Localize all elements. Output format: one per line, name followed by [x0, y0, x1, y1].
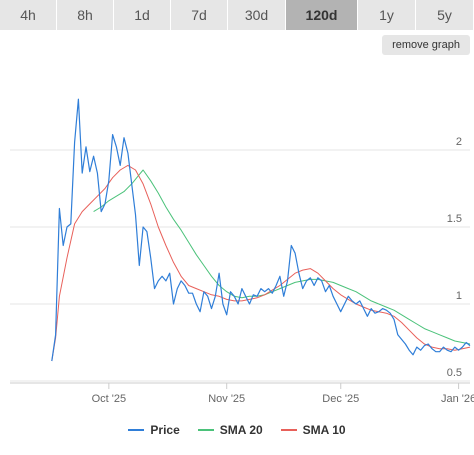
series-line-price [51, 98, 471, 362]
series-line-sma-10 [51, 164, 471, 362]
chart-legend: Price SMA 20 SMA 10 [0, 420, 474, 440]
tab-1d[interactable]: 1d [114, 0, 171, 30]
timeframe-tabs: 4h 8h 1d 7d 30d 120d 1y 5y [0, 0, 474, 30]
tab-5y[interactable]: 5y [416, 0, 474, 30]
legend-item-sma-10[interactable]: SMA 10 [280, 423, 346, 437]
series-line-sma-20 [93, 169, 471, 345]
legend-label: Price [150, 423, 180, 437]
tab-7d[interactable]: 7d [171, 0, 228, 30]
tab-8h[interactable]: 8h [57, 0, 114, 30]
remove-graph-button[interactable]: remove graph [382, 35, 470, 55]
tab-30d[interactable]: 30d [228, 0, 286, 30]
x-tick-label: Oct '25 [92, 393, 127, 405]
legend-swatch [197, 429, 214, 431]
x-tick-label: Nov '25 [208, 393, 245, 405]
legend-label: SMA 20 [219, 423, 263, 437]
legend-label: SMA 10 [302, 423, 346, 437]
y-tick-label: 1 [456, 290, 462, 302]
tab-4h[interactable]: 4h [0, 0, 57, 30]
y-tick-label: 0.5 [447, 367, 462, 379]
price-chart: 0.5 1 1.5 2 Oct '25 Nov '25 Dec '25 Jan '26 [10, 98, 474, 405]
y-tick-label: 2 [456, 136, 462, 148]
y-tick-label: 1.5 [447, 213, 462, 225]
tab-1y[interactable]: 1y [358, 0, 416, 30]
legend-item-price[interactable]: Price [128, 423, 180, 437]
legend-swatch [280, 429, 297, 431]
legend-swatch [128, 429, 145, 431]
legend-item-sma-20[interactable]: SMA 20 [197, 423, 263, 437]
x-tick-label: Jan '26 [441, 393, 474, 405]
x-tick-label: Dec '25 [322, 393, 359, 405]
tab-120d[interactable]: 120d [286, 0, 358, 30]
